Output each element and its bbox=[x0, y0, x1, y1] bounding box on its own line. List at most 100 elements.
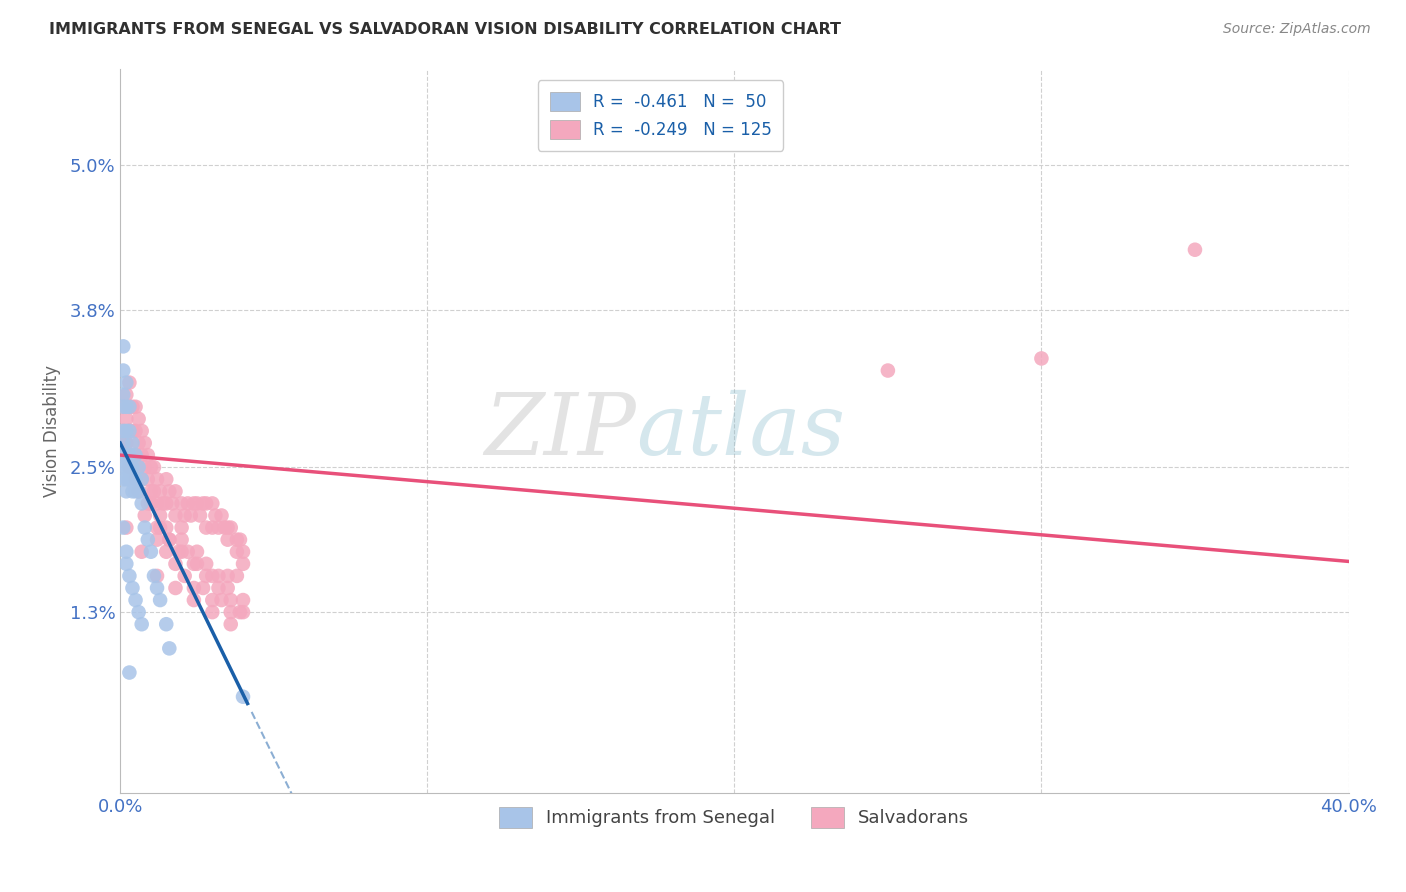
Point bbox=[170, 533, 193, 547]
Point bbox=[232, 690, 254, 704]
Point bbox=[128, 412, 150, 426]
Point bbox=[112, 424, 135, 438]
Point bbox=[131, 472, 153, 486]
Point bbox=[170, 496, 193, 510]
Point bbox=[139, 496, 162, 510]
Point bbox=[128, 436, 150, 450]
Point bbox=[1184, 243, 1206, 257]
Point bbox=[131, 617, 153, 632]
Point bbox=[155, 520, 177, 534]
Point bbox=[121, 581, 143, 595]
Point bbox=[121, 460, 143, 475]
Point bbox=[124, 484, 146, 499]
Text: Source: ZipAtlas.com: Source: ZipAtlas.com bbox=[1223, 22, 1371, 37]
Point bbox=[146, 472, 169, 486]
Point bbox=[118, 448, 141, 462]
Point bbox=[217, 520, 239, 534]
Point bbox=[162, 496, 184, 510]
Point bbox=[217, 569, 239, 583]
Point bbox=[183, 593, 205, 607]
Point bbox=[131, 545, 153, 559]
Point bbox=[128, 460, 150, 475]
Point bbox=[115, 400, 138, 414]
Point bbox=[157, 641, 180, 656]
Point bbox=[112, 339, 135, 353]
Point bbox=[118, 460, 141, 475]
Point bbox=[170, 520, 193, 534]
Point bbox=[165, 484, 187, 499]
Point bbox=[149, 520, 172, 534]
Point bbox=[186, 496, 208, 510]
Point bbox=[183, 496, 205, 510]
Point bbox=[128, 460, 150, 475]
Point bbox=[1031, 351, 1053, 366]
Point bbox=[149, 593, 172, 607]
Point bbox=[207, 581, 229, 595]
Point bbox=[177, 545, 200, 559]
Point bbox=[173, 508, 195, 523]
Point bbox=[136, 533, 159, 547]
Point bbox=[201, 520, 224, 534]
Point bbox=[124, 593, 146, 607]
Point bbox=[124, 448, 146, 462]
Point bbox=[143, 484, 166, 499]
Point bbox=[134, 520, 156, 534]
Point bbox=[115, 436, 138, 450]
Point bbox=[195, 520, 218, 534]
Point bbox=[139, 460, 162, 475]
Point bbox=[118, 460, 141, 475]
Point bbox=[115, 460, 138, 475]
Point bbox=[115, 424, 138, 438]
Point bbox=[128, 484, 150, 499]
Point bbox=[186, 557, 208, 571]
Point bbox=[118, 569, 141, 583]
Point bbox=[183, 581, 205, 595]
Point bbox=[219, 617, 242, 632]
Point bbox=[139, 545, 162, 559]
Point bbox=[173, 569, 195, 583]
Point bbox=[136, 472, 159, 486]
Point bbox=[201, 569, 224, 583]
Point bbox=[149, 484, 172, 499]
Point bbox=[152, 496, 174, 510]
Point bbox=[112, 400, 135, 414]
Point bbox=[217, 533, 239, 547]
Point bbox=[134, 460, 156, 475]
Point bbox=[121, 448, 143, 462]
Point bbox=[232, 557, 254, 571]
Text: atlas: atlas bbox=[636, 390, 845, 472]
Point bbox=[124, 400, 146, 414]
Point bbox=[134, 436, 156, 450]
Point bbox=[115, 436, 138, 450]
Point bbox=[128, 484, 150, 499]
Point bbox=[139, 496, 162, 510]
Point bbox=[146, 533, 169, 547]
Point bbox=[136, 448, 159, 462]
Point bbox=[165, 508, 187, 523]
Point bbox=[211, 508, 233, 523]
Point bbox=[146, 569, 169, 583]
Point bbox=[115, 376, 138, 390]
Point bbox=[143, 569, 166, 583]
Point bbox=[115, 545, 138, 559]
Point bbox=[155, 472, 177, 486]
Point bbox=[146, 496, 169, 510]
Point bbox=[131, 472, 153, 486]
Point bbox=[131, 496, 153, 510]
Point bbox=[180, 508, 202, 523]
Text: ZIP: ZIP bbox=[484, 390, 636, 472]
Point bbox=[229, 605, 252, 619]
Point bbox=[131, 472, 153, 486]
Legend: Immigrants from Senegal, Salvadorans: Immigrants from Senegal, Salvadorans bbox=[492, 800, 977, 835]
Point bbox=[134, 508, 156, 523]
Point bbox=[201, 593, 224, 607]
Point bbox=[115, 520, 138, 534]
Point bbox=[118, 424, 141, 438]
Point bbox=[112, 424, 135, 438]
Point bbox=[195, 569, 218, 583]
Point bbox=[112, 363, 135, 377]
Point bbox=[139, 484, 162, 499]
Point bbox=[112, 436, 135, 450]
Point bbox=[115, 448, 138, 462]
Point bbox=[136, 496, 159, 510]
